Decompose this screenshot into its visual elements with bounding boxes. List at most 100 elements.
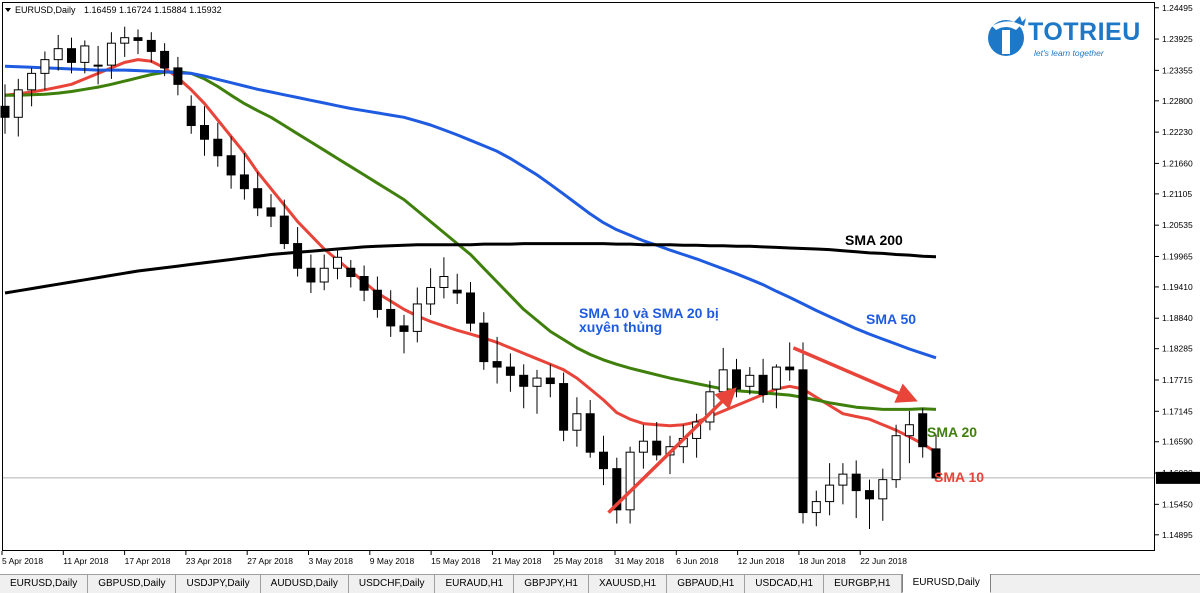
bull-candle-body <box>93 64 103 67</box>
y-tick-label: 1.20535 <box>1162 220 1193 230</box>
header-symbol: EURUSD,Daily <box>15 5 76 15</box>
bear-candle-body <box>479 322 489 363</box>
brand-name: TOTRIEU <box>1028 18 1141 46</box>
tab-usdjpy-daily[interactable]: USDJPY,Daily <box>176 575 261 593</box>
bear-candle-body <box>918 413 928 448</box>
tab-usdcad-h1[interactable]: USDCAD,H1 <box>745 575 825 593</box>
candle <box>851 460 861 519</box>
sma50-line <box>4 64 937 360</box>
tab-eurusd-daily[interactable]: EURUSD,Daily <box>901 574 991 593</box>
brand-logo-icon <box>988 16 1026 56</box>
candle <box>306 254 316 293</box>
bear-candle-body <box>359 276 369 291</box>
caret-down-icon[interactable] <box>5 8 11 12</box>
y-tick-label: 1.19965 <box>1162 251 1193 261</box>
x-tick-label: 15 May 2018 <box>431 556 480 566</box>
candle <box>80 40 90 74</box>
bear-candle-body <box>226 155 236 176</box>
candle <box>865 479 874 530</box>
sma200-label: SMA 200 <box>845 232 903 248</box>
bear-candle-body <box>492 361 502 368</box>
bull-candle-body <box>412 303 422 332</box>
candle <box>372 276 382 318</box>
bear-candle-body <box>865 490 874 500</box>
price-chart[interactable]: SMA 200 SMA 50 SMA 20 SMA 10 SMA 10 và SMA 2… <box>0 0 1200 574</box>
bear-candle-body <box>798 369 808 514</box>
candle <box>545 364 555 398</box>
bull-candle-body <box>106 42 116 66</box>
bull-candle-body <box>80 45 90 63</box>
candle <box>426 268 436 315</box>
down-arrow <box>792 346 918 403</box>
bull-candle-body <box>319 267 329 283</box>
candle <box>40 51 50 90</box>
symbol-tab-bar: EURUSD,Daily GBPUSD,Daily USDJPY,Daily AUDU… <box>0 574 1200 593</box>
x-tick-label: 12 Jun 2018 <box>738 556 785 566</box>
note-line-2: xuyên thủng <box>579 319 662 335</box>
bull-candle-body <box>333 256 342 269</box>
x-tick-label: 6 Jun 2018 <box>676 556 718 566</box>
bear-candle-body <box>239 174 249 190</box>
candle <box>173 56 183 96</box>
tab-gbpusd-daily[interactable]: GBPUSD,Daily <box>88 575 177 593</box>
bull-candle-body <box>53 48 63 61</box>
bull-candle-body <box>904 424 914 437</box>
bull-candle-body <box>27 72 37 91</box>
bull-candle-body <box>625 451 635 511</box>
candle <box>758 358 768 403</box>
candle <box>492 336 502 384</box>
y-axis: 1.24495 1.23925 1.23355 1.22800 1.22230 1.216… <box>1155 3 1200 540</box>
bear-candle-body <box>200 125 209 140</box>
bull-candle-body <box>638 440 648 453</box>
y-tick-label: 1.17145 <box>1162 406 1193 416</box>
candle <box>652 421 662 461</box>
current-price-tag <box>1156 471 1200 484</box>
bear-candle-body <box>599 451 608 470</box>
bear-candle-body <box>0 105 10 118</box>
tab-audusd-daily[interactable]: AUDUSD,Daily <box>261 575 349 593</box>
candle <box>359 265 369 302</box>
bear-candle-body <box>146 39 156 52</box>
candle <box>133 29 143 55</box>
candle <box>346 260 356 288</box>
y-tick-label: 1.14895 <box>1162 530 1193 540</box>
bear-candle-body <box>559 383 569 431</box>
bull-candle-body <box>532 377 542 387</box>
x-tick-label: 9 May 2018 <box>370 556 415 566</box>
bull-candle-body <box>572 413 582 431</box>
x-tick-label: 18 Jun 2018 <box>799 556 846 566</box>
plot-frame <box>2 2 1155 551</box>
bear-candle-body <box>186 105 196 127</box>
candle <box>599 435 608 486</box>
bull-candle-body <box>426 286 436 305</box>
candle <box>838 463 848 505</box>
bear-candle-body <box>505 366 515 376</box>
candle <box>625 446 635 524</box>
tab-eurgbp-h1[interactable]: EURGBP,H1 <box>824 575 902 593</box>
candle <box>266 194 276 228</box>
candle <box>891 424 901 488</box>
bull-candle-body <box>13 89 23 118</box>
bull-candle-body <box>878 479 888 500</box>
y-tick-label: 1.22800 <box>1162 96 1193 106</box>
tab-gbpaud-h1[interactable]: GBPAUD,H1 <box>667 575 746 593</box>
candle <box>439 257 449 299</box>
tab-euraud-h1[interactable]: EURAUD,H1 <box>435 575 515 593</box>
candle <box>931 434 941 481</box>
candle <box>93 45 103 85</box>
bear-candle-body <box>585 413 595 453</box>
candles <box>0 26 941 530</box>
tab-usdchf-daily[interactable]: USDCHF,Daily <box>349 575 436 593</box>
tab-gbpjpy-h1[interactable]: GBPJPY,H1 <box>514 575 589 593</box>
y-tick-label: 1.18285 <box>1162 344 1193 354</box>
candle <box>918 408 928 458</box>
bear-candle-body <box>306 267 316 283</box>
tab-eurusd-daily[interactable]: EURUSD,Daily <box>0 575 89 593</box>
sma20-label: SMA 20 <box>927 424 977 440</box>
candle <box>878 468 888 521</box>
candle <box>239 152 249 200</box>
candle <box>253 172 263 217</box>
candle <box>825 463 835 516</box>
tab-xauusd-h1[interactable]: XAUUSD,H1 <box>589 575 668 593</box>
chart-header: EURUSD,Daily 1.16459 1.16724 1.15884 1.1… <box>5 5 222 15</box>
